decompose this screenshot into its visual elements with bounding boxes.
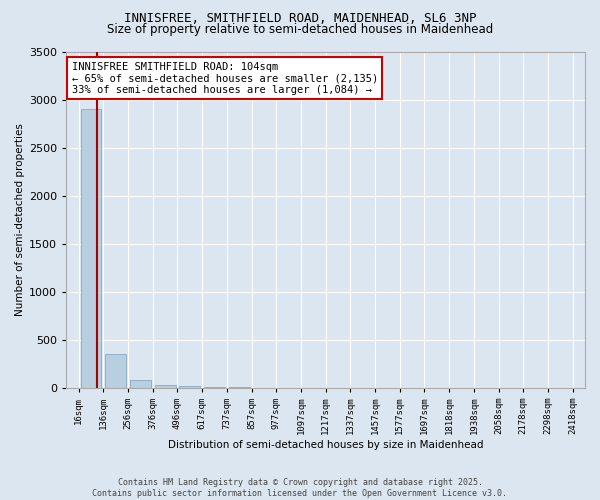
Text: Contains HM Land Registry data © Crown copyright and database right 2025.
Contai: Contains HM Land Registry data © Crown c… — [92, 478, 508, 498]
Bar — [105, 354, 126, 388]
Bar — [179, 386, 200, 388]
Bar — [130, 380, 151, 388]
X-axis label: Distribution of semi-detached houses by size in Maidenhead: Distribution of semi-detached houses by … — [168, 440, 484, 450]
Text: INNISFREE SMITHFIELD ROAD: 104sqm
← 65% of semi-detached houses are smaller (2,1: INNISFREE SMITHFIELD ROAD: 104sqm ← 65% … — [71, 62, 378, 95]
Bar — [204, 387, 225, 388]
Y-axis label: Number of semi-detached properties: Number of semi-detached properties — [15, 123, 25, 316]
Bar — [155, 385, 176, 388]
Text: INNISFREE, SMITHFIELD ROAD, MAIDENHEAD, SL6 3NP: INNISFREE, SMITHFIELD ROAD, MAIDENHEAD, … — [124, 12, 476, 26]
Bar — [80, 109, 101, 388]
Text: Size of property relative to semi-detached houses in Maidenhead: Size of property relative to semi-detach… — [107, 22, 493, 36]
